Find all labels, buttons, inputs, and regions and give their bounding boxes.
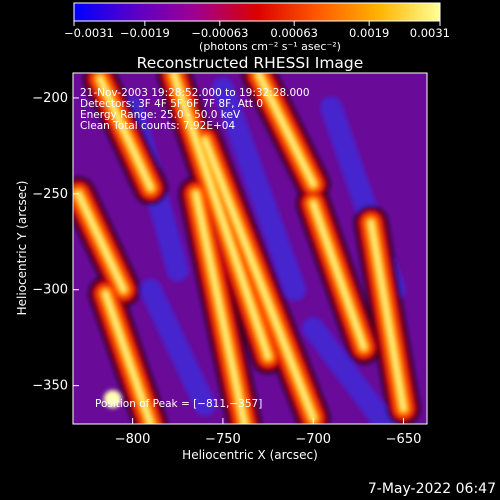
colorbar-tick-label: 0.00063 xyxy=(270,26,318,40)
colorbar-tick-label: −0.0031 xyxy=(64,26,114,40)
x-tick-label: −650 xyxy=(386,432,422,447)
annotation-line: Energy Range: 25.0 - 50.0 keV xyxy=(80,109,241,121)
annotation-line: 21-Nov-2003 19:28:52.000 to 19:32:28.000 xyxy=(80,87,310,99)
y-axis-ticks xyxy=(73,97,79,387)
y-tick-label: −350 xyxy=(32,379,68,394)
x-tick-label: −700 xyxy=(295,432,331,447)
x-tick-label: −750 xyxy=(205,432,241,447)
colorbar-ticks xyxy=(73,21,441,26)
plot-frame xyxy=(72,72,428,425)
colorbar-tick-labels: −0.0031 −0.0019 −0.00063 0.00063 0.0019 … xyxy=(64,26,450,40)
colorbar-tick-label: 0.0019 xyxy=(349,26,389,40)
heatmap-ridges xyxy=(73,73,421,424)
colorbar xyxy=(73,2,441,22)
colorbar-tick-label: −0.00063 xyxy=(191,26,248,40)
colorbar-units: (photons cm⁻² s⁻¹ asec⁻²) xyxy=(199,40,341,53)
x-axis-label: Heliocentric X (arcsec) xyxy=(182,448,318,462)
heatmap-ridge xyxy=(98,76,153,191)
heatmap-ridge xyxy=(172,73,271,359)
chart-title: Reconstructed RHESSI Image xyxy=(137,54,364,72)
heatmap-trough xyxy=(302,317,397,424)
y-tick-label: −300 xyxy=(32,283,68,298)
heatmap-ridge xyxy=(311,201,366,350)
heatmap-ridge xyxy=(369,220,406,411)
x-axis-ticks xyxy=(132,418,405,424)
y-tick-label: −200 xyxy=(32,91,68,106)
heatmap-ridge xyxy=(257,73,316,187)
heatmap-ridge xyxy=(202,138,316,421)
heatmap-image xyxy=(73,73,421,424)
heatmap-trough xyxy=(211,77,307,301)
y-tick-label: −250 xyxy=(32,187,68,202)
y-axis-tick-labels: −350 −300 −250 −200 xyxy=(32,91,68,394)
x-tick-label: −800 xyxy=(115,432,151,447)
annotation-line: Clean Total counts: 7.92E+04 xyxy=(80,120,235,132)
heatmap-ridge xyxy=(193,191,247,424)
colorbar-tick-label: −0.0019 xyxy=(120,26,170,40)
heatmap-trough xyxy=(139,278,216,416)
y-axis-label: Heliocentric Y (arcsec) xyxy=(15,181,29,316)
annotation-line: Detectors: 3F 4F 5F 6F 7F 8F, Att 0 xyxy=(80,98,263,110)
peak-marker xyxy=(103,390,122,409)
annotation-block: 21-Nov-2003 19:28:52.000 to 19:32:28.000… xyxy=(80,87,310,132)
heatmap-ridge xyxy=(76,191,126,292)
heatmap-ridge xyxy=(103,291,153,424)
render-timestamp: 7-May-2022 06:47 xyxy=(367,481,496,497)
peak-position-label: Position of Peak = [−811,−357] xyxy=(95,398,262,410)
colorbar-tick-label: 0.0031 xyxy=(410,26,450,40)
x-axis-tick-labels: −800 −750 −700 −650 xyxy=(115,432,422,447)
